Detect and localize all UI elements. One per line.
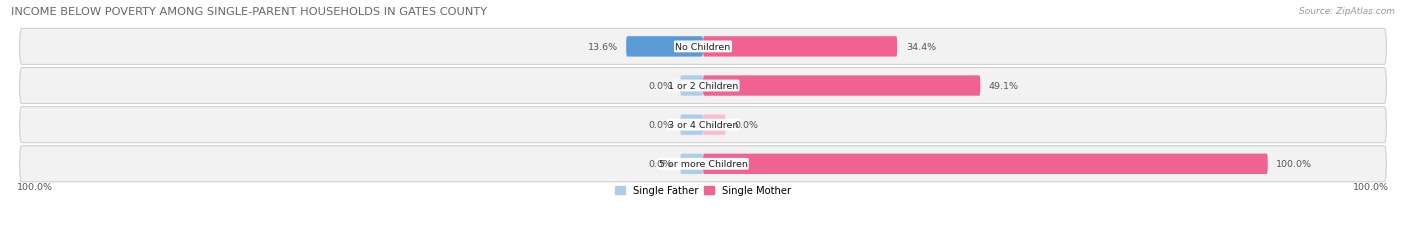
- FancyBboxPatch shape: [20, 29, 1386, 65]
- Text: 100.0%: 100.0%: [1353, 182, 1389, 191]
- FancyBboxPatch shape: [20, 107, 1386, 143]
- FancyBboxPatch shape: [626, 37, 703, 57]
- FancyBboxPatch shape: [703, 76, 980, 96]
- FancyBboxPatch shape: [681, 154, 703, 174]
- FancyBboxPatch shape: [20, 68, 1386, 104]
- FancyBboxPatch shape: [681, 115, 703, 135]
- Legend: Single Father, Single Mother: Single Father, Single Mother: [613, 183, 793, 197]
- Text: Source: ZipAtlas.com: Source: ZipAtlas.com: [1299, 7, 1395, 16]
- Text: 34.4%: 34.4%: [905, 43, 936, 52]
- FancyBboxPatch shape: [703, 154, 1268, 174]
- Text: 49.1%: 49.1%: [988, 82, 1019, 91]
- Text: 0.0%: 0.0%: [648, 121, 672, 130]
- Text: INCOME BELOW POVERTY AMONG SINGLE-PARENT HOUSEHOLDS IN GATES COUNTY: INCOME BELOW POVERTY AMONG SINGLE-PARENT…: [11, 7, 488, 17]
- Text: 5 or more Children: 5 or more Children: [658, 160, 748, 169]
- FancyBboxPatch shape: [703, 37, 897, 57]
- Text: 0.0%: 0.0%: [648, 82, 672, 91]
- Text: 3 or 4 Children: 3 or 4 Children: [668, 121, 738, 130]
- Text: 100.0%: 100.0%: [17, 182, 53, 191]
- Text: 1 or 2 Children: 1 or 2 Children: [668, 82, 738, 91]
- FancyBboxPatch shape: [681, 76, 703, 96]
- Text: 0.0%: 0.0%: [734, 121, 758, 130]
- Text: No Children: No Children: [675, 43, 731, 52]
- Text: 13.6%: 13.6%: [588, 43, 617, 52]
- FancyBboxPatch shape: [703, 115, 725, 135]
- Text: 100.0%: 100.0%: [1277, 160, 1312, 169]
- FancyBboxPatch shape: [20, 146, 1386, 182]
- Text: 0.0%: 0.0%: [648, 160, 672, 169]
